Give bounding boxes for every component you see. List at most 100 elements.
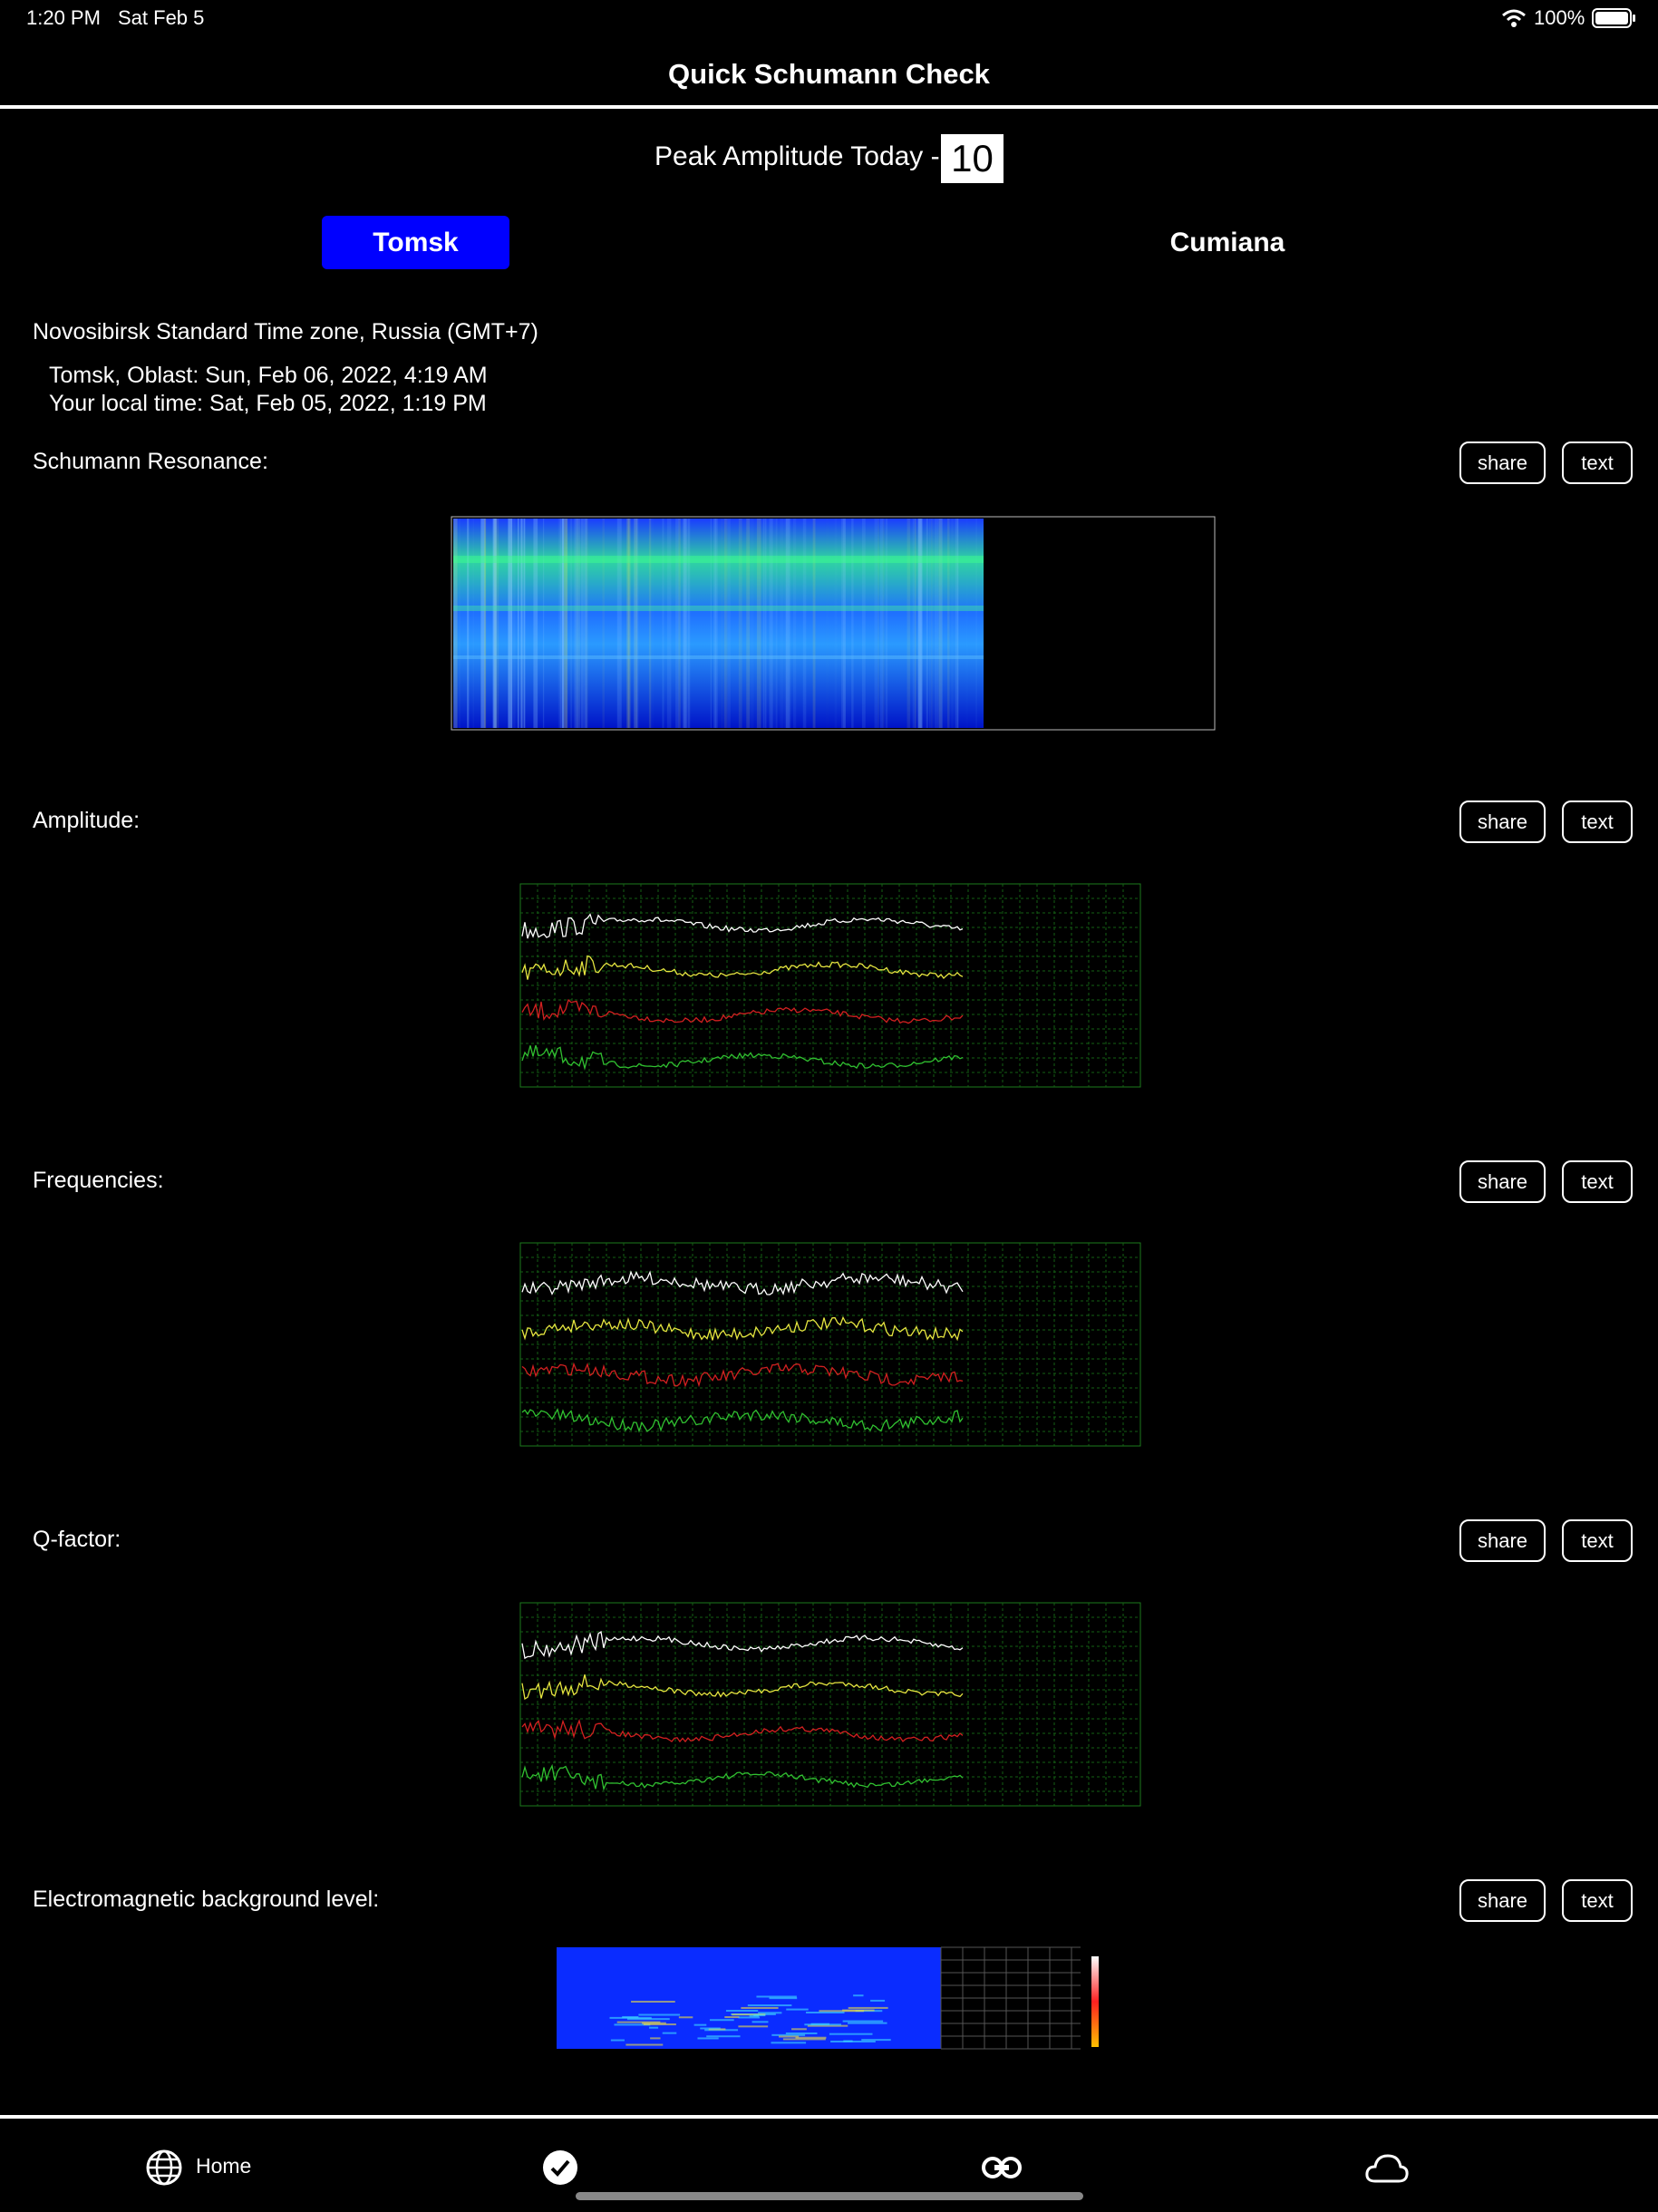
trace-line	[521, 1407, 964, 1433]
trace-line	[521, 913, 964, 939]
spectrogram-streak	[879, 519, 884, 728]
em-streak	[700, 2027, 721, 2030]
battery-icon	[1592, 8, 1635, 28]
spectrogram-streak	[533, 519, 538, 728]
spectrogram-streak	[914, 519, 916, 728]
spectrogram-streak	[517, 519, 519, 728]
spectrogram-streak	[510, 519, 516, 728]
em-streak	[848, 2022, 887, 2024]
spectrogram-streak	[764, 519, 767, 728]
spectrogram-streak	[861, 519, 866, 728]
spectrogram-streak	[882, 519, 885, 728]
spectrogram-streak	[685, 519, 691, 728]
spectrogram-streak	[467, 519, 470, 728]
em-streak	[753, 2014, 766, 2017]
spectrogram-streak	[769, 519, 773, 728]
spectrogram-streak	[914, 519, 916, 728]
text-button[interactable]: text	[1562, 800, 1633, 843]
spectrogram-streak	[714, 519, 718, 728]
spectrogram-streak	[815, 519, 819, 728]
spectrogram-streak	[508, 519, 513, 728]
text-button[interactable]: text	[1562, 1519, 1633, 1562]
em-streak	[870, 1999, 886, 2002]
share-button[interactable]: share	[1459, 800, 1546, 843]
section-label: Schumann Resonance:	[33, 449, 268, 474]
spectrogram-streak	[931, 519, 933, 728]
em-streak	[751, 2021, 769, 2023]
em-streak	[738, 2016, 761, 2019]
spectrogram-streak	[975, 519, 977, 728]
em-streak	[741, 2006, 779, 2009]
header-divider	[0, 105, 1658, 109]
em-streak	[771, 2042, 807, 2044]
home-label[interactable]: Home	[196, 2154, 252, 2178]
home-indicator	[576, 2192, 1083, 2200]
spectrogram-streak	[574, 519, 578, 728]
em-streak	[843, 2040, 853, 2042]
em-streak	[724, 2016, 740, 2019]
spectrogram-streak	[934, 519, 939, 728]
em-streak	[791, 2028, 807, 2031]
spectrogram-streak	[955, 519, 959, 728]
link-icon[interactable]	[981, 2154, 1023, 2181]
spectrogram-streak	[520, 519, 523, 728]
text-button[interactable]: text	[1562, 1879, 1633, 1922]
wifi-icon	[1502, 9, 1526, 27]
spectrogram-streak	[919, 519, 923, 728]
battery-percent: 100%	[1534, 6, 1585, 29]
em-streak	[806, 2011, 845, 2013]
spectrogram-streak	[453, 519, 458, 728]
spectrogram-streak	[787, 519, 791, 728]
check-icon[interactable]	[542, 2149, 578, 2186]
spectrogram-streak	[635, 519, 639, 728]
trace-line	[521, 998, 964, 1024]
spectrogram-streak	[955, 519, 959, 728]
spectrogram-streak	[780, 519, 784, 728]
frame	[451, 516, 1216, 731]
spectrogram-streak	[663, 519, 664, 728]
text-button[interactable]: text	[1562, 441, 1633, 484]
spectrogram-streak	[929, 519, 931, 728]
spectrogram-streak	[721, 519, 723, 728]
spectrogram-streak	[492, 519, 497, 728]
spectrogram	[453, 519, 984, 728]
trace-line	[521, 1674, 964, 1701]
spectrogram-streak	[494, 519, 499, 728]
peak-value: 10	[941, 134, 1004, 183]
tab-tomsk[interactable]: Tomsk	[322, 216, 509, 269]
local-time: Your local time: Sat, Feb 05, 2022, 1:19…	[49, 391, 487, 416]
spectrogram-streak	[751, 519, 754, 728]
spectrogram-streak	[802, 519, 807, 728]
spectrogram-streak	[542, 519, 545, 728]
tab-cumiana[interactable]: Cumiana	[1169, 227, 1285, 257]
em-streak	[779, 2035, 800, 2038]
share-button[interactable]: share	[1459, 1519, 1546, 1562]
em-streak	[786, 2008, 809, 2011]
em-streak	[732, 2013, 766, 2016]
spectrogram-streak	[918, 519, 923, 728]
share-button[interactable]: share	[1459, 441, 1546, 484]
em-streak	[649, 2026, 659, 2029]
spectrogram-streak	[938, 519, 943, 728]
chart-image	[519, 883, 1141, 1088]
spectrogram-streak	[746, 519, 751, 728]
spectrogram-streak	[678, 519, 681, 728]
spectrogram-streak	[570, 519, 573, 728]
spectrogram-streak	[812, 519, 816, 728]
spectrogram-streak	[650, 519, 654, 728]
home-icon[interactable]	[145, 2149, 183, 2187]
spectrogram-streak	[494, 519, 497, 728]
share-button[interactable]: share	[1459, 1879, 1546, 1922]
spectrogram-streak	[912, 519, 915, 728]
spectrogram-streak	[682, 519, 684, 728]
spectrogram-streak	[918, 519, 923, 728]
text-button[interactable]: text	[1562, 1160, 1633, 1203]
spectrogram-streak	[907, 519, 911, 728]
share-button[interactable]: share	[1459, 1160, 1546, 1203]
spectrogram-streak	[768, 519, 769, 728]
cloud-icon[interactable]	[1364, 2152, 1410, 2185]
trace-line	[521, 955, 964, 980]
spectrogram-streak	[627, 519, 632, 728]
em-streak	[771, 2033, 806, 2036]
